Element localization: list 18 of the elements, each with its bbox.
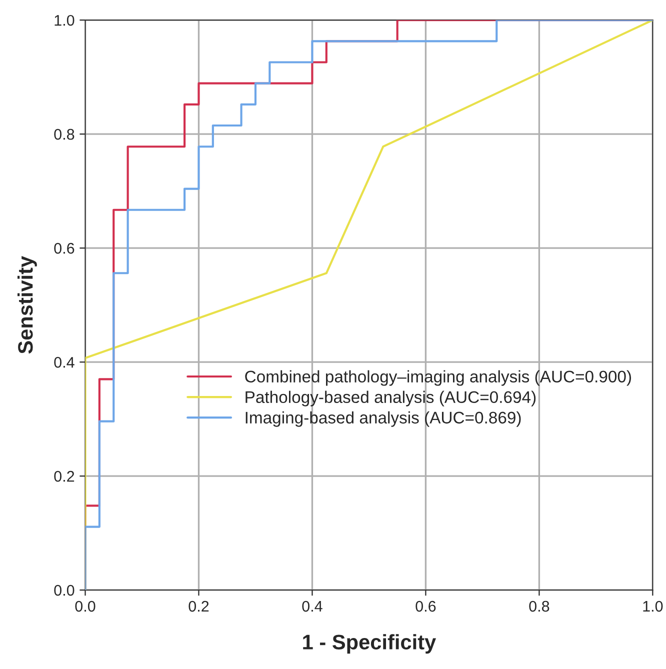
y-tick-label: 1.0 [54,14,74,26]
y-tick-label: 0.4 [54,356,74,368]
y-tick-label: 0.2 [54,470,74,482]
x-tick-label: 0.8 [529,600,550,612]
y-axis-title: Senstivity [18,256,37,354]
y-tick-label: 0.6 [54,242,74,254]
x-tick-label: 0.0 [75,600,96,612]
x-axis-title: 1 - Specificity [303,634,436,654]
x-tick-label: 1.0 [643,600,663,612]
legend-label: Pathology-based analysis (AUC=0.694) [246,390,536,406]
x-tick-label: 0.6 [416,600,436,612]
y-tick-label: 0.8 [54,128,74,140]
legend-label: Combined pathology–imaging analysis (AUC=0.900) [245,370,631,386]
line-series [85,20,653,590]
x-tick-label: 0.2 [188,600,209,612]
y-tick-label: 0.0 [54,584,74,596]
x-tick-label: 0.4 [302,600,322,612]
legend-label: Imaging-based analysis (AUC=0.869) [246,411,521,427]
